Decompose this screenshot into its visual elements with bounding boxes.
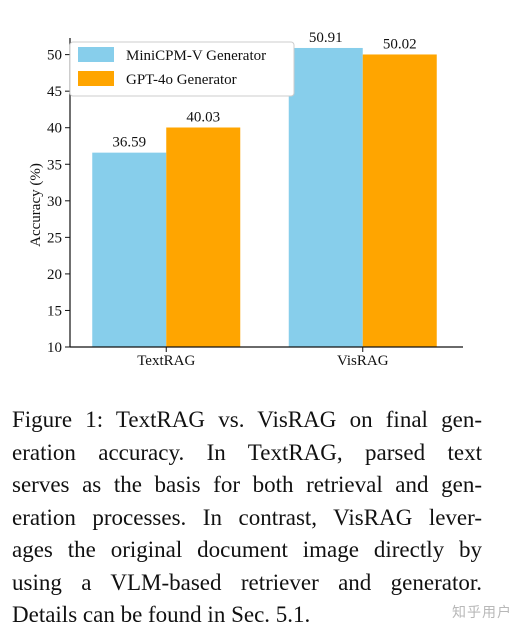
y-tick-label: 45 bbox=[47, 84, 62, 100]
data-labels: 36.59 40.03 50.91 50.02 bbox=[112, 30, 416, 151]
bar bbox=[92, 152, 167, 347]
figure-caption: Figure 1: TextRAG vs. VisRAG on final ge… bbox=[12, 404, 482, 632]
caption-line: serves as the basis for both retrieval a… bbox=[12, 472, 482, 497]
bar-value-label: 50.91 bbox=[309, 30, 343, 46]
caption-line: eration processes. In contrast, VisRAG l… bbox=[12, 504, 482, 530]
caption-line: ages the original document image directl… bbox=[12, 537, 482, 562]
y-tick-label: 10 bbox=[47, 340, 62, 356]
bar-value-label: 50.02 bbox=[383, 36, 417, 52]
legend-box bbox=[69, 41, 295, 97]
y-tick-label: 25 bbox=[47, 230, 62, 246]
bar-value-label: 36.59 bbox=[112, 135, 146, 151]
caption-line: Figure 1: TextRAG vs. VisRAG on final ge… bbox=[12, 407, 482, 432]
x-axis: TextRAG VisRAG bbox=[70, 346, 463, 369]
y-axis: 10 15 20 25 30 35 40 45 50 bbox=[47, 38, 71, 356]
legend-label: MiniCPM-V Generator bbox=[126, 48, 266, 64]
y-axis-label: Accuracy (%) bbox=[28, 163, 44, 247]
bars bbox=[92, 47, 437, 348]
bar bbox=[362, 54, 437, 347]
y-tick-label: 30 bbox=[47, 194, 62, 210]
legend-swatch bbox=[78, 71, 114, 86]
y-tick-label: 20 bbox=[47, 267, 62, 283]
legend-swatch bbox=[78, 47, 114, 62]
bar bbox=[166, 127, 241, 348]
caption-line: using a VLM-based retriever and generato… bbox=[12, 569, 482, 595]
watermark: 知乎用户 bbox=[452, 605, 512, 621]
y-tick-label: 50 bbox=[47, 48, 62, 64]
bar bbox=[288, 47, 363, 348]
x-tick-label: VisRAG bbox=[337, 353, 389, 369]
y-tick-label: 35 bbox=[47, 157, 62, 173]
legend-label: GPT-4o Generator bbox=[126, 72, 237, 88]
caption-line: eration accuracy. In TextRAG, parsed tex… bbox=[12, 439, 482, 465]
bar-value-label: 40.03 bbox=[186, 109, 220, 125]
y-tick-label: 15 bbox=[47, 303, 62, 319]
x-tick-label: TextRAG bbox=[137, 353, 195, 369]
legend: MiniCPM-V Generator GPT-4o Generator bbox=[69, 41, 295, 97]
caption-line: Details can be found in Sec. 5.1. bbox=[12, 602, 311, 627]
y-tick-label: 40 bbox=[47, 121, 62, 137]
